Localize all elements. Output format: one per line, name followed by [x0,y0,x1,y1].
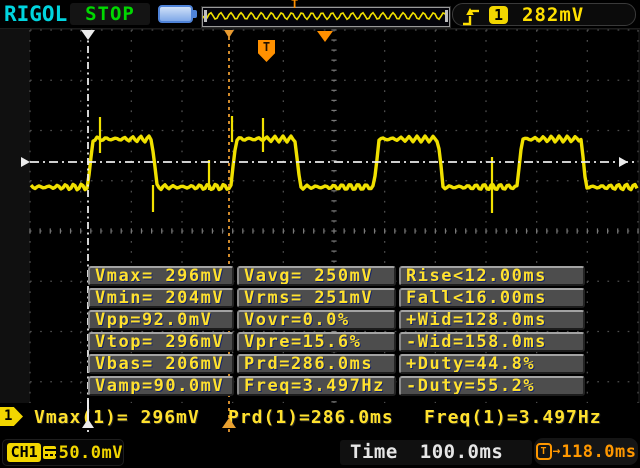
bottom-status-bar: CH1 50.0mV Time 100.0ms T → 118.0ms [0,433,640,468]
trigger-offset-t-icon: T [535,443,552,460]
measure-vpp: Vpp=92.0mV [88,310,234,330]
run-state-indicator[interactable]: STOP [70,3,150,25]
measure-prd: Prd=286.0ms [237,354,396,374]
measure-nduty: -Duty=55.2% [399,376,585,396]
top-status-bar: RIGOL STOP T 1 282mV [0,0,640,29]
trigger-level-value: 282mV [522,3,585,26]
measure-vmin: Vmin= 204mV [88,288,234,308]
measure-vpre: Vpre=15.6% [237,332,396,352]
measure-vamp: Vamp=90.0mV [88,376,234,396]
preview-wave [202,11,448,21]
timebase-scale: 100.0ms [419,441,504,463]
channel1-label: CH1 [7,443,42,462]
waveform-preview-bar[interactable] [202,7,450,27]
white-cursor-bottom-marker [82,419,94,428]
orange-cursor-top-marker [224,30,234,38]
brand-logo: RIGOL [4,2,68,26]
measure-pwid: +Wid=128.0ms [399,310,585,330]
tracked-freq: Freq(1)=3.497Hz [424,407,602,428]
level-line-right-arrow [619,157,628,167]
preview-left-bracket [204,10,207,22]
rising-edge-icon [463,8,479,26]
trigger-offset-value: 118.0ms [561,441,637,462]
measure-rise: Rise<12.00ms [399,266,585,286]
channel1-settings[interactable]: CH1 50.0mV [2,439,124,466]
dc-coupling-icon [43,446,57,459]
measure-vtop: Vtop= 296mV [88,332,234,352]
tracked-prd: Prd(1)=286.0ms [228,407,394,428]
trigger-source-badge: 1 [489,5,508,24]
trigger-offset[interactable]: T → 118.0ms [534,438,638,465]
orange-cursor-bottom-marker [222,418,236,428]
measure-vavg: Vavg= 250mV [237,266,396,286]
channel1-scale: 50.0mV [58,442,123,463]
tracked-vmax: Vmax(1)= 296mV [34,407,200,428]
preview-right-bracket [445,10,448,22]
trigger-status[interactable]: 1 282mV [452,3,636,26]
measure-pduty: +Duty=44.8% [399,354,585,374]
white-cursor-bottom-stem [87,400,89,420]
measure-vmax: Vmax= 296mV [88,266,234,286]
white-cursor-top-marker [81,30,95,40]
measure-vbas: Vbas= 206mV [88,354,234,374]
level-line-left-arrow [21,157,30,167]
battery-nub [193,10,197,18]
battery-body [158,5,193,23]
measure-fall: Fall<16.00ms [399,288,585,308]
battery-icon [158,5,198,24]
measure-vovr: Vovr=0.0% [237,310,396,330]
preview-trigger-marker: T [291,0,299,11]
trigger-position-marker [317,31,333,42]
channel1-badge: 1 [0,407,23,426]
timebase-setting[interactable]: Time 100.0ms [340,440,532,465]
arrow-right-icon: → [552,444,561,459]
measure-nwid: -Wid=158.0ms [399,332,585,352]
timebase-label: Time [350,441,398,463]
measure-vrms: Vrms= 251mV [237,288,396,308]
measure-freq: Freq=3.497Hz [237,376,396,396]
